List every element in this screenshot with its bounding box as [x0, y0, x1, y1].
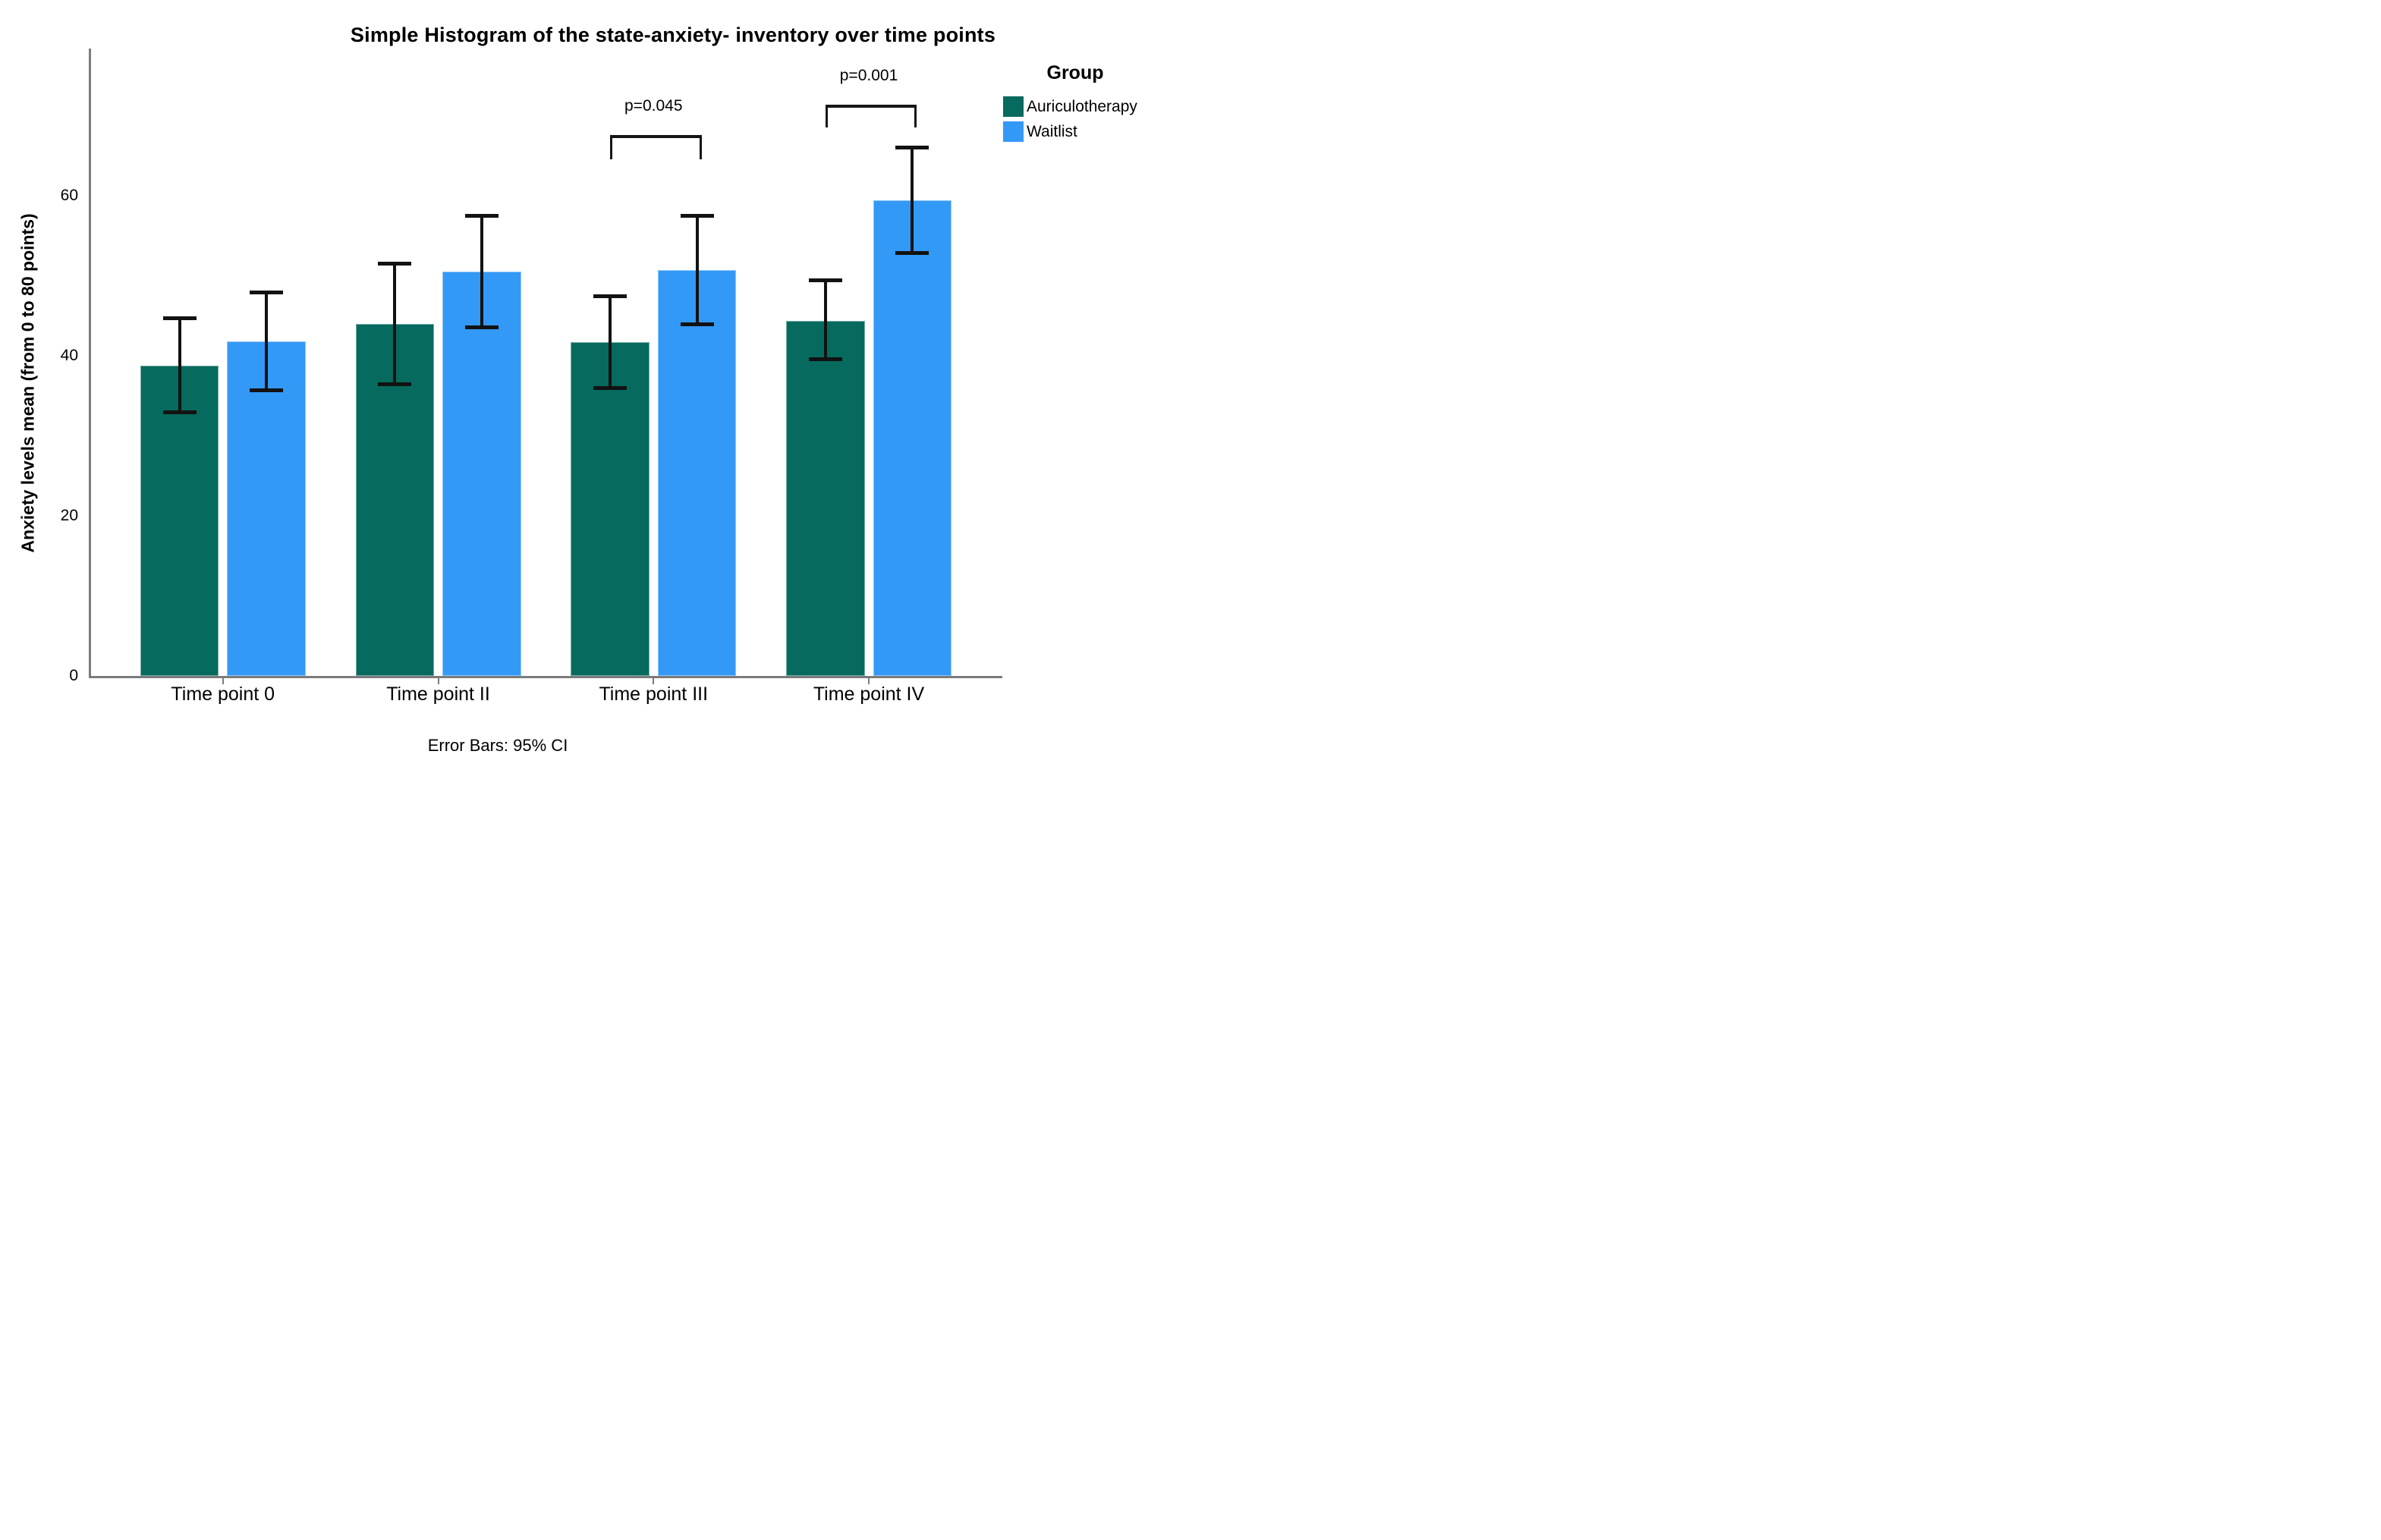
error-bar-cap-bottom: [895, 250, 929, 255]
legend-item-auriculotherapy: Auriculotherapy: [1003, 96, 1140, 117]
x-category-label-2: Time point II: [386, 684, 490, 705]
x-category-label-1: Time point 0: [171, 684, 275, 705]
error-bar-auriculotherapy-1: [178, 318, 181, 413]
legend-label: Waitlist: [1027, 122, 1077, 140]
significance-bracket: [610, 134, 702, 160]
error-bar-cap-bottom: [378, 382, 412, 386]
chart-title: Simple Histogram of the state-anxiety- i…: [350, 24, 996, 46]
error-bar-auriculotherapy-2: [393, 262, 397, 385]
x-category-label-3: Time point III: [599, 684, 709, 705]
p-value-label: p=0.001: [839, 66, 898, 84]
chart-canvas: Simple Histogram of the state-anxiety- i…: [0, 0, 1190, 770]
error-bars-caption: Error Bars: 95% CI: [427, 736, 568, 755]
x-tick-mark: [653, 678, 655, 684]
error-bar-cap-bottom: [593, 386, 627, 391]
y-tick-label-20: 20: [60, 507, 78, 524]
error-bar-waitlist-3: [695, 215, 699, 325]
error-bar-cap-bottom: [250, 388, 283, 393]
error-bar-cap-bottom: [680, 322, 714, 326]
x-tick-mark: [222, 678, 224, 684]
error-bar-cap-top: [464, 214, 499, 218]
legend-item-waitlist: Waitlist: [1003, 121, 1140, 142]
bar-auriculotherapy-1: [140, 365, 219, 676]
bar-waitlist-2: [442, 272, 521, 676]
legend-label: Auriculotherapy: [1027, 97, 1137, 115]
p-value-label: p=0.045: [624, 96, 683, 115]
y-tick-label-40: 40: [60, 347, 78, 364]
error-bar-cap-top: [250, 290, 283, 294]
waitlist-swatch-icon: [1003, 121, 1024, 142]
x-axis-line: [89, 676, 1002, 678]
error-bar-waitlist-2: [480, 215, 483, 328]
y-tick-label-0: 0: [69, 667, 78, 684]
error-bar-cap-top: [378, 261, 412, 266]
y-axis-label: Anxiety levels mean (from 0 to 80 points…: [17, 213, 38, 553]
y-tick-label-60: 60: [60, 187, 78, 204]
bar-auriculotherapy-4: [786, 320, 865, 676]
error-bar-auriculotherapy-4: [823, 279, 827, 360]
x-tick-mark: [437, 678, 439, 684]
error-bar-cap-top: [680, 214, 714, 218]
significance-bracket: [825, 104, 917, 128]
legend-title: Group: [1046, 62, 1104, 83]
error-bar-cap-top: [162, 316, 197, 321]
bar-auriculotherapy-3: [571, 342, 650, 676]
auriculotherapy-swatch-icon: [1003, 96, 1024, 117]
error-bar-cap-top: [895, 145, 929, 149]
bar-waitlist-1: [227, 341, 306, 676]
error-bar-cap-bottom: [808, 357, 842, 362]
legend: Group Auriculotherapy Waitlist: [1003, 62, 1140, 146]
error-bar-auriculotherapy-3: [609, 295, 612, 389]
error-bar-cap-bottom: [162, 410, 197, 414]
error-bar-cap-bottom: [464, 325, 499, 330]
x-tick-mark: [868, 678, 870, 684]
error-bar-waitlist-4: [911, 146, 914, 253]
error-bar-waitlist-1: [265, 291, 268, 391]
x-category-label-4: Time point IV: [813, 684, 925, 705]
bar-waitlist-4: [873, 200, 951, 676]
y-axis-line: [89, 49, 91, 678]
error-bar-cap-top: [808, 278, 842, 282]
error-bar-cap-top: [593, 294, 627, 298]
bar-waitlist-3: [657, 270, 737, 676]
